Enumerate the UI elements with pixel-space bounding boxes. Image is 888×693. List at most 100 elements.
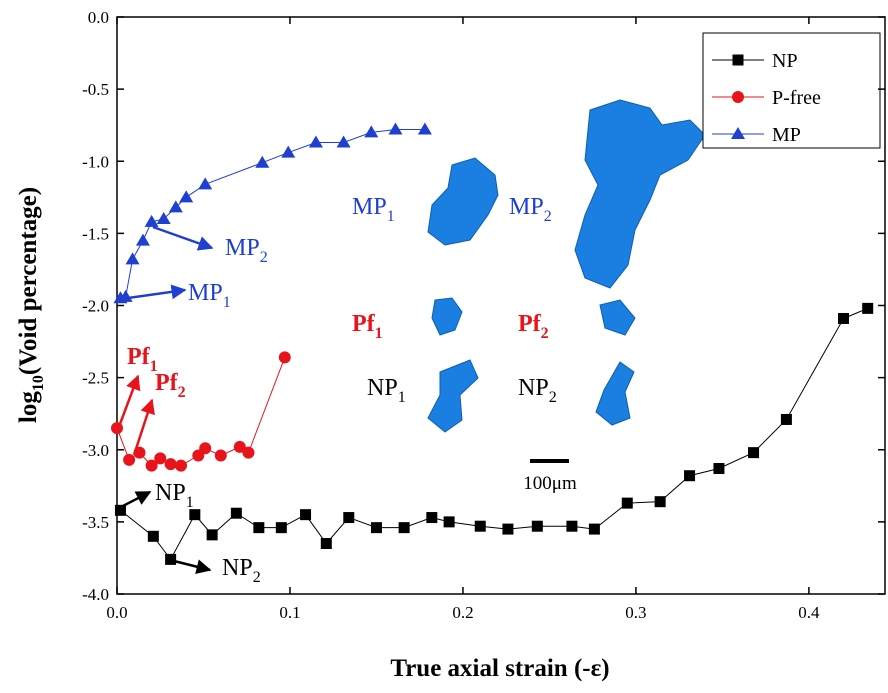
annotation-text: NP <box>222 555 253 581</box>
x-axis-label: True axial strain (-ε) <box>390 655 609 682</box>
annotation-text: MP <box>188 280 223 306</box>
annotation-arrow <box>121 290 185 299</box>
legend-label: MP <box>772 124 801 146</box>
annotation-sub: 1 <box>186 494 194 511</box>
y-tick-label: -1.0 <box>82 152 109 171</box>
marker-square <box>622 498 633 509</box>
x-tick-label: 0.4 <box>798 603 820 622</box>
marker-square <box>566 521 577 532</box>
legend-marker <box>733 55 744 66</box>
void-render <box>428 360 478 432</box>
annotation-arrow <box>121 492 150 507</box>
x-tick-label: 0.3 <box>625 603 646 622</box>
annotation-sub: 2 <box>178 384 186 401</box>
y-tick-label: -1.5 <box>82 224 109 243</box>
marker-circle <box>154 452 166 464</box>
annotation-text: Pf <box>518 311 542 337</box>
annotation-arrow <box>170 560 210 570</box>
annotation-sub: 1 <box>223 294 231 311</box>
marker-square <box>426 512 437 523</box>
annotation-text: Pf <box>352 311 376 337</box>
y-tick-label: -4.0 <box>82 585 109 604</box>
annotation: Pf1 <box>352 311 383 342</box>
x-tick-label: 0.1 <box>279 603 300 622</box>
marker-triangle <box>126 252 140 264</box>
annotation-sub: 2 <box>549 389 557 406</box>
y-label-main: log <box>15 391 42 423</box>
marker-square <box>589 524 600 535</box>
marker-triangle <box>309 135 323 147</box>
annotation: NP2 <box>518 375 557 406</box>
marker-square <box>475 521 486 532</box>
marker-square <box>207 529 218 540</box>
void-render <box>428 158 498 245</box>
marker-square <box>399 522 410 533</box>
series-line <box>120 308 867 559</box>
marker-square <box>748 447 759 458</box>
annotation-text: Pf <box>127 344 151 370</box>
marker-square <box>862 303 873 314</box>
annotation-arrow <box>153 227 212 248</box>
annotation: NP2 <box>222 555 261 586</box>
annotation-text: MP <box>352 194 387 220</box>
scale-bar-label: 100μm <box>523 473 577 494</box>
annotation-text: MP <box>509 194 544 220</box>
marker-circle <box>215 450 227 462</box>
annotation: MP2 <box>225 235 268 266</box>
annotation-arrow <box>134 400 152 455</box>
annotation-sub: 1 <box>375 325 383 342</box>
legend-label: P-free <box>772 87 821 109</box>
y-tick-label: -3.5 <box>82 513 109 532</box>
marker-triangle <box>337 135 351 147</box>
marker-square <box>276 522 287 533</box>
y-label-sub: 10 <box>30 375 47 391</box>
void-render <box>432 298 462 335</box>
annotation: NP1 <box>155 480 194 511</box>
annotation: MP2 <box>509 194 552 225</box>
annotation-sub: 1 <box>387 208 395 225</box>
marker-square <box>253 522 264 533</box>
marker-square <box>684 470 695 481</box>
marker-triangle <box>388 123 402 135</box>
marker-square <box>231 508 242 519</box>
annotation-text: NP <box>367 375 398 401</box>
marker-square <box>444 516 455 527</box>
marker-circle <box>175 460 187 472</box>
x-tick-label: 0.2 <box>452 603 473 622</box>
annotation-text: NP <box>518 375 549 401</box>
annotation: MP1 <box>188 280 231 311</box>
annotation-sub: 1 <box>398 389 406 406</box>
y-tick-label: -2.5 <box>82 369 109 388</box>
annotation-sub: 2 <box>541 325 549 342</box>
annotation-sub: 2 <box>253 569 261 586</box>
annotation-text: Pf <box>155 370 179 396</box>
marker-triangle <box>179 190 193 202</box>
void-renders <box>428 100 705 432</box>
chart: True axial strain (-ε) log10(Void percen… <box>0 0 888 693</box>
marker-square <box>838 313 849 324</box>
annotation-sub: 2 <box>260 249 268 266</box>
legend-marker <box>732 91 744 103</box>
marker-square <box>781 414 792 425</box>
marker-triangle <box>198 177 212 189</box>
marker-triangle <box>281 146 295 158</box>
y-tick-label: -3.0 <box>82 441 109 460</box>
annotation-text: NP <box>155 480 186 506</box>
marker-square <box>343 512 354 523</box>
marker-circle <box>279 351 291 363</box>
annotation: Pf1 <box>127 344 158 375</box>
void-render <box>600 300 635 335</box>
marker-square <box>532 521 543 532</box>
annotation: MP1 <box>352 194 395 225</box>
marker-square <box>502 524 513 535</box>
marker-square <box>321 538 332 549</box>
annotation-sub: 2 <box>544 208 552 225</box>
annotation: Pf2 <box>155 370 186 401</box>
marker-circle <box>242 447 254 459</box>
y-axis-label: log10(Void percentage) <box>15 187 47 423</box>
annotation: Pf2 <box>518 311 549 342</box>
marker-circle <box>123 454 135 466</box>
y-label-rest: (Void percentage) <box>15 187 42 375</box>
marker-triangle <box>418 123 432 135</box>
y-tick-label: -0.5 <box>82 80 109 99</box>
